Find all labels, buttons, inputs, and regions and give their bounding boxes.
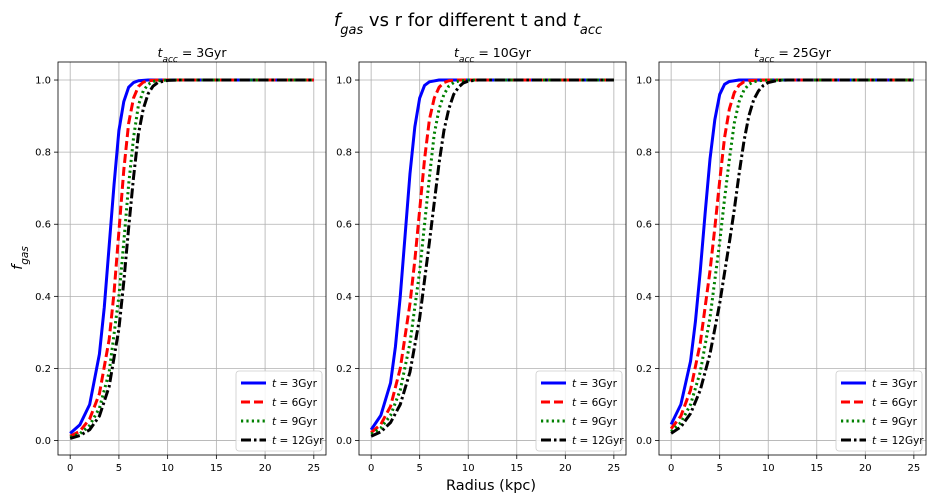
series-line-4 [69,78,314,440]
x-tick-label: 0 [368,463,374,474]
legend-label: t = 12Gyr [272,435,324,447]
legend-frame [835,370,923,452]
legend: t = 3Gyr t = 6Gyr t = 9Gyr t = 12Gyr [235,370,324,452]
legend: t = 3Gyr t = 6Gyr t = 9Gyr t = 12Gyr [535,370,624,452]
x-tick-label: 20 [859,463,872,474]
y-tick-label: 0.0 [336,436,352,447]
x-tick-label: 5 [716,463,722,474]
legend-label: t = 3Gyr [872,378,918,390]
legend-label: t = 9Gyr [872,416,918,428]
x-tick-label: 10 [462,463,475,474]
series-line-2 [370,78,614,434]
legend-label: t = 12Gyr [872,435,924,447]
x-tick-label: 25 [607,463,620,474]
axes-frame [57,61,327,456]
legend-label: t = 9Gyr [572,416,618,428]
panels: 0 5 10 15 20 25 0.0 0.2 0.4 0.6 0.8 1.0 tacc = 3Gyr t… [35,45,927,474]
legend-label: t = 3Gyr [272,378,318,390]
y-tick-label: 0.2 [636,364,652,375]
figure-title: fgas vs r for different t and tacc [334,10,602,38]
x-tick-label: 10 [161,463,174,474]
panel-title: tacc = 10Gyr [454,45,532,65]
legend-label: t = 6Gyr [572,397,618,409]
axes-frame [658,61,927,456]
legend-label: t = 12Gyr [572,435,624,447]
series-line-2 [69,78,314,438]
y-tick-label: 0.8 [35,148,51,159]
y-tick-label: 0.6 [336,220,352,231]
y-tick-label: 1.0 [336,76,352,87]
y-tick-label: 0.2 [336,364,352,375]
series-line-3 [370,78,614,436]
y-tick-label: 0.6 [636,220,652,231]
y-tick-label: 1.0 [636,76,652,87]
y-tick-label: 0.6 [35,220,51,231]
y-axis-label: fgas [10,246,31,270]
x-tick-label: 20 [259,463,272,474]
series-line-1 [369,78,614,431]
panel-title: tacc = 25Gyr [754,45,832,65]
x-tick-label: 5 [116,463,122,474]
y-tick-label: 0.4 [636,292,652,303]
y-tick-label: 0.0 [35,436,51,447]
y-tick-label: 0.8 [336,148,352,159]
legend-frame [235,370,323,452]
y-tick-label: 0.4 [35,292,51,303]
legend-label: t = 6Gyr [872,397,918,409]
panel-title: tacc = 3Gyr [158,45,228,65]
x-tick-label: 20 [559,463,572,474]
x-tick-label: 5 [416,463,422,474]
y-tick-label: 1.0 [35,76,51,87]
legend-label: t = 9Gyr [272,416,318,428]
x-tick-label: 10 [762,463,775,474]
x-tick-label: 25 [907,463,920,474]
legend-frame [535,370,623,452]
legend: t = 3Gyr t = 6Gyr t = 9Gyr t = 12Gyr [835,370,924,452]
panel-2: 0 5 10 15 20 25 0.0 0.2 0.4 0.6 0.8 1.0 tacc = 10Gyr… [336,45,627,474]
series-line-4 [370,78,614,438]
y-tick-label: 0.2 [35,364,51,375]
y-tick-label: 0.4 [336,292,352,303]
y-tick-label: 0.0 [636,436,652,447]
x-tick-label: 15 [510,463,523,474]
axes-frame [358,61,627,456]
x-tick-label: 0 [67,463,73,474]
panel-3: 0 5 10 15 20 25 0.0 0.2 0.4 0.6 0.8 1.0 tacc = 25Gyr… [636,45,927,474]
x-tick-label: 15 [810,463,823,474]
legend-label: t = 3Gyr [572,378,618,390]
panel-1: 0 5 10 15 20 25 0.0 0.2 0.4 0.6 0.8 1.0 tacc = 3Gyr t… [35,45,327,474]
x-tick-label: 15 [210,463,223,474]
x-tick-label: 0 [668,463,674,474]
series-line-4 [670,78,914,435]
x-tick-label: 25 [307,463,320,474]
legend-label: t = 6Gyr [272,397,318,409]
y-tick-label: 0.8 [636,148,652,159]
x-axis-label: Radius (kpc) [446,478,536,494]
